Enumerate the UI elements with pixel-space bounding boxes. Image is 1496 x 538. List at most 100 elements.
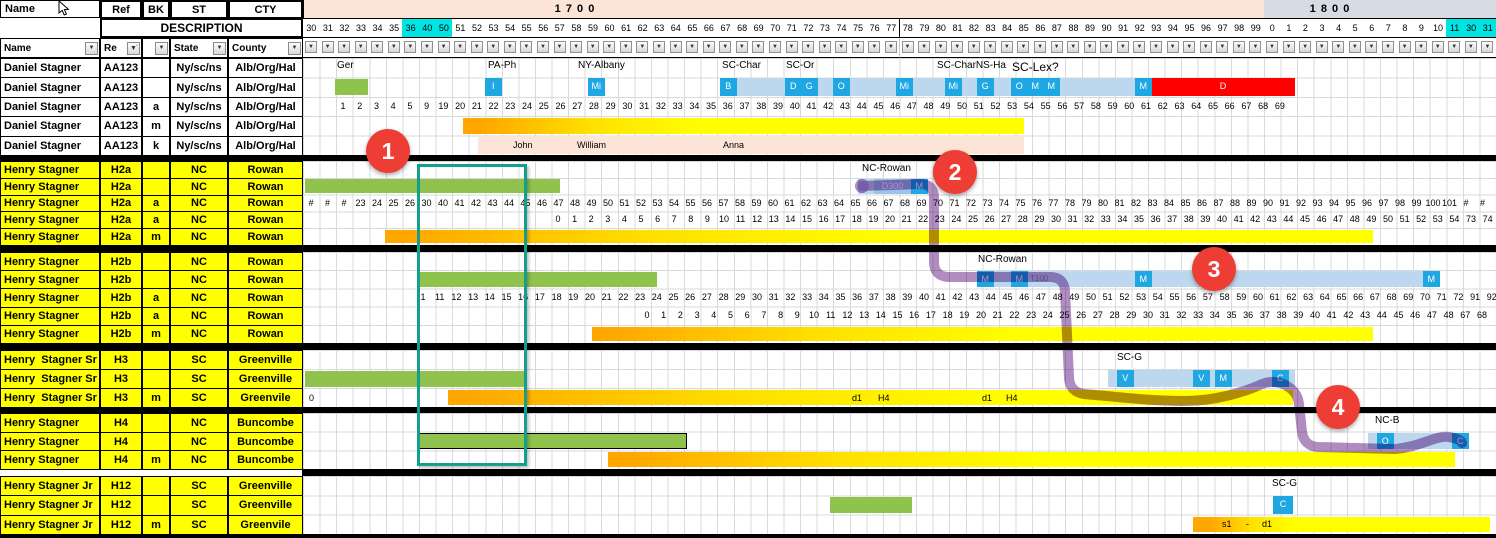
column-filter-button[interactable]: ▼ (1150, 41, 1163, 53)
ref-filter-cell[interactable]: Re ▼̇ (100, 38, 142, 58)
column-filter-button[interactable]: ▼ (1382, 41, 1394, 53)
column-filter-button[interactable]: ▼ (768, 41, 781, 53)
timeline-number: 45 (1393, 310, 1404, 321)
column-filter-button[interactable]: ▼ (934, 41, 947, 53)
column-filter-cell: ▼ (800, 38, 818, 58)
annotation-text: Anna (723, 140, 745, 151)
column-filter-button[interactable]: ▼ (851, 41, 864, 53)
column-filter-button[interactable]: ▼ (868, 41, 881, 53)
column-filter-button[interactable]: ▼ (1216, 41, 1229, 53)
bk-filter-cell[interactable]: ▼ (142, 38, 170, 58)
column-filter-button[interactable]: ▼ (1017, 41, 1030, 53)
column-filter-button[interactable]: ▼ (1116, 41, 1129, 53)
county-filter-dropdown-icon[interactable]: ▼ (288, 41, 301, 55)
column-filter-button[interactable]: ▼ (1083, 41, 1096, 53)
timeline-number: 20 (975, 310, 986, 321)
column-filter-button[interactable]: ▼ (553, 41, 566, 53)
column-filter-button[interactable]: ▼ (735, 41, 748, 53)
column-filter-button[interactable]: ▼ (1133, 41, 1146, 53)
year-number-cell: 86 (1032, 18, 1050, 38)
bk-filter-dropdown-icon[interactable]: ▼ (155, 41, 168, 55)
column-filter-button[interactable]: ▼ (686, 41, 699, 53)
column-filter-button[interactable]: ▼ (1000, 41, 1013, 53)
timeline-number: 18 (551, 292, 562, 302)
column-filter-button[interactable]: ▼ (1415, 41, 1428, 53)
column-filter-button[interactable]: ▼ (752, 41, 765, 53)
state-filter-cell[interactable]: State ▼ (170, 38, 228, 58)
timeline-number: 4 (711, 310, 717, 321)
column-filter-button[interactable]: ▼ (586, 41, 599, 53)
year-number-cell: 81 (949, 18, 967, 38)
row-name-cell: Henry Stagner Sr (0, 388, 100, 408)
column-filter-button[interactable]: ▼ (371, 41, 384, 53)
column-filter-button[interactable]: ▼ (951, 41, 964, 53)
event-cell: M (1011, 271, 1028, 288)
column-filter-button[interactable]: ▼ (984, 41, 997, 53)
name-filter-cell[interactable]: Name ▼ (0, 38, 100, 58)
column-filter-button[interactable]: ▼ (1199, 41, 1212, 53)
timeline-number: 14 (484, 292, 495, 302)
column-filter-button[interactable]: ▼ (1332, 41, 1345, 53)
column-filter-button[interactable]: ▼ (1183, 41, 1196, 53)
column-filter-button[interactable]: ▼ (901, 41, 914, 53)
column-filter-button[interactable]: ▼ (404, 41, 417, 53)
column-filter-button[interactable]: ▼ (835, 41, 848, 53)
column-filter-button[interactable]: ▼ (305, 41, 317, 53)
column-filter-button[interactable]: ▼ (536, 41, 549, 53)
column-filter-button[interactable]: ▼ (884, 41, 897, 53)
column-filter-button[interactable]: ▼ (967, 41, 980, 53)
column-filter-button[interactable]: ▼ (1448, 41, 1461, 53)
column-filter-button[interactable]: ▼ (702, 41, 715, 53)
column-filter-button[interactable]: ▼ (1481, 41, 1494, 53)
column-filter-button[interactable]: ▼ (487, 41, 500, 53)
annotation-circle-1: 1 (366, 129, 410, 173)
timeline-number: 52 (1119, 292, 1130, 302)
column-filter-button[interactable]: ▼ (1431, 41, 1444, 53)
column-filter-button[interactable]: ▼ (1282, 41, 1295, 53)
timeline-number: 86 (1196, 197, 1207, 208)
column-filter-button[interactable]: ▼ (1166, 41, 1179, 53)
column-filter-button[interactable]: ▼ (1348, 41, 1361, 53)
column-filter-button[interactable]: ▼ (454, 41, 467, 53)
county-filter-cell[interactable]: County ▼ (228, 38, 303, 58)
timeline-number: 55 (1169, 292, 1180, 302)
column-filter-button[interactable]: ▼ (1050, 41, 1063, 53)
column-filter-button[interactable]: ▼ (570, 41, 583, 53)
column-filter-button[interactable]: ▼ (1398, 41, 1411, 53)
column-filter-button[interactable]: ▼ (669, 41, 682, 53)
column-filter-button[interactable]: ▼ (603, 41, 616, 53)
column-filter-button[interactable]: ▼ (652, 41, 665, 53)
column-filter-button[interactable]: ▼ (1299, 41, 1312, 53)
column-filter-button[interactable]: ▼ (321, 41, 334, 53)
column-filter-button[interactable]: ▼ (387, 41, 400, 53)
column-filter-button[interactable]: ▼ (1266, 41, 1279, 53)
column-filter-button[interactable]: ▼ (802, 41, 815, 53)
column-filter-button[interactable]: ▼ (918, 41, 931, 53)
column-filter-button[interactable]: ▼ (1464, 41, 1477, 53)
column-filter-button[interactable]: ▼ (420, 41, 433, 53)
column-filter-button[interactable]: ▼ (1365, 41, 1378, 53)
column-filter-button[interactable]: ▼ (520, 41, 533, 53)
column-filter-button[interactable]: ▼ (1100, 41, 1113, 53)
name-filter-dropdown-icon[interactable]: ▼ (85, 41, 98, 55)
timeline-number: 11 (435, 292, 445, 302)
column-filter-button[interactable]: ▼ (354, 41, 367, 53)
column-filter-button[interactable]: ▼ (818, 41, 831, 53)
column-filter-button[interactable]: ▼ (1315, 41, 1328, 53)
column-filter-button[interactable]: ▼ (785, 41, 798, 53)
ref-filter-funnel-icon[interactable]: ▼̇ (127, 41, 140, 55)
column-filter-button[interactable]: ▼ (1232, 41, 1245, 53)
era-band-1700 (303, 0, 1264, 18)
state-filter-dropdown-icon[interactable]: ▼ (213, 41, 226, 55)
column-filter-button[interactable]: ▼ (470, 41, 483, 53)
column-filter-button[interactable]: ▼ (1034, 41, 1047, 53)
column-filter-button[interactable]: ▼ (636, 41, 649, 53)
column-filter-button[interactable]: ▼ (1249, 41, 1262, 53)
column-filter-button[interactable]: ▼ (1067, 41, 1080, 53)
timeline-number: 41 (1233, 214, 1244, 225)
column-filter-button[interactable]: ▼ (437, 41, 450, 53)
column-filter-button[interactable]: ▼ (619, 41, 632, 53)
column-filter-button[interactable]: ▼ (719, 41, 732, 53)
column-filter-button[interactable]: ▼ (338, 41, 351, 53)
column-filter-button[interactable]: ▼ (503, 41, 516, 53)
